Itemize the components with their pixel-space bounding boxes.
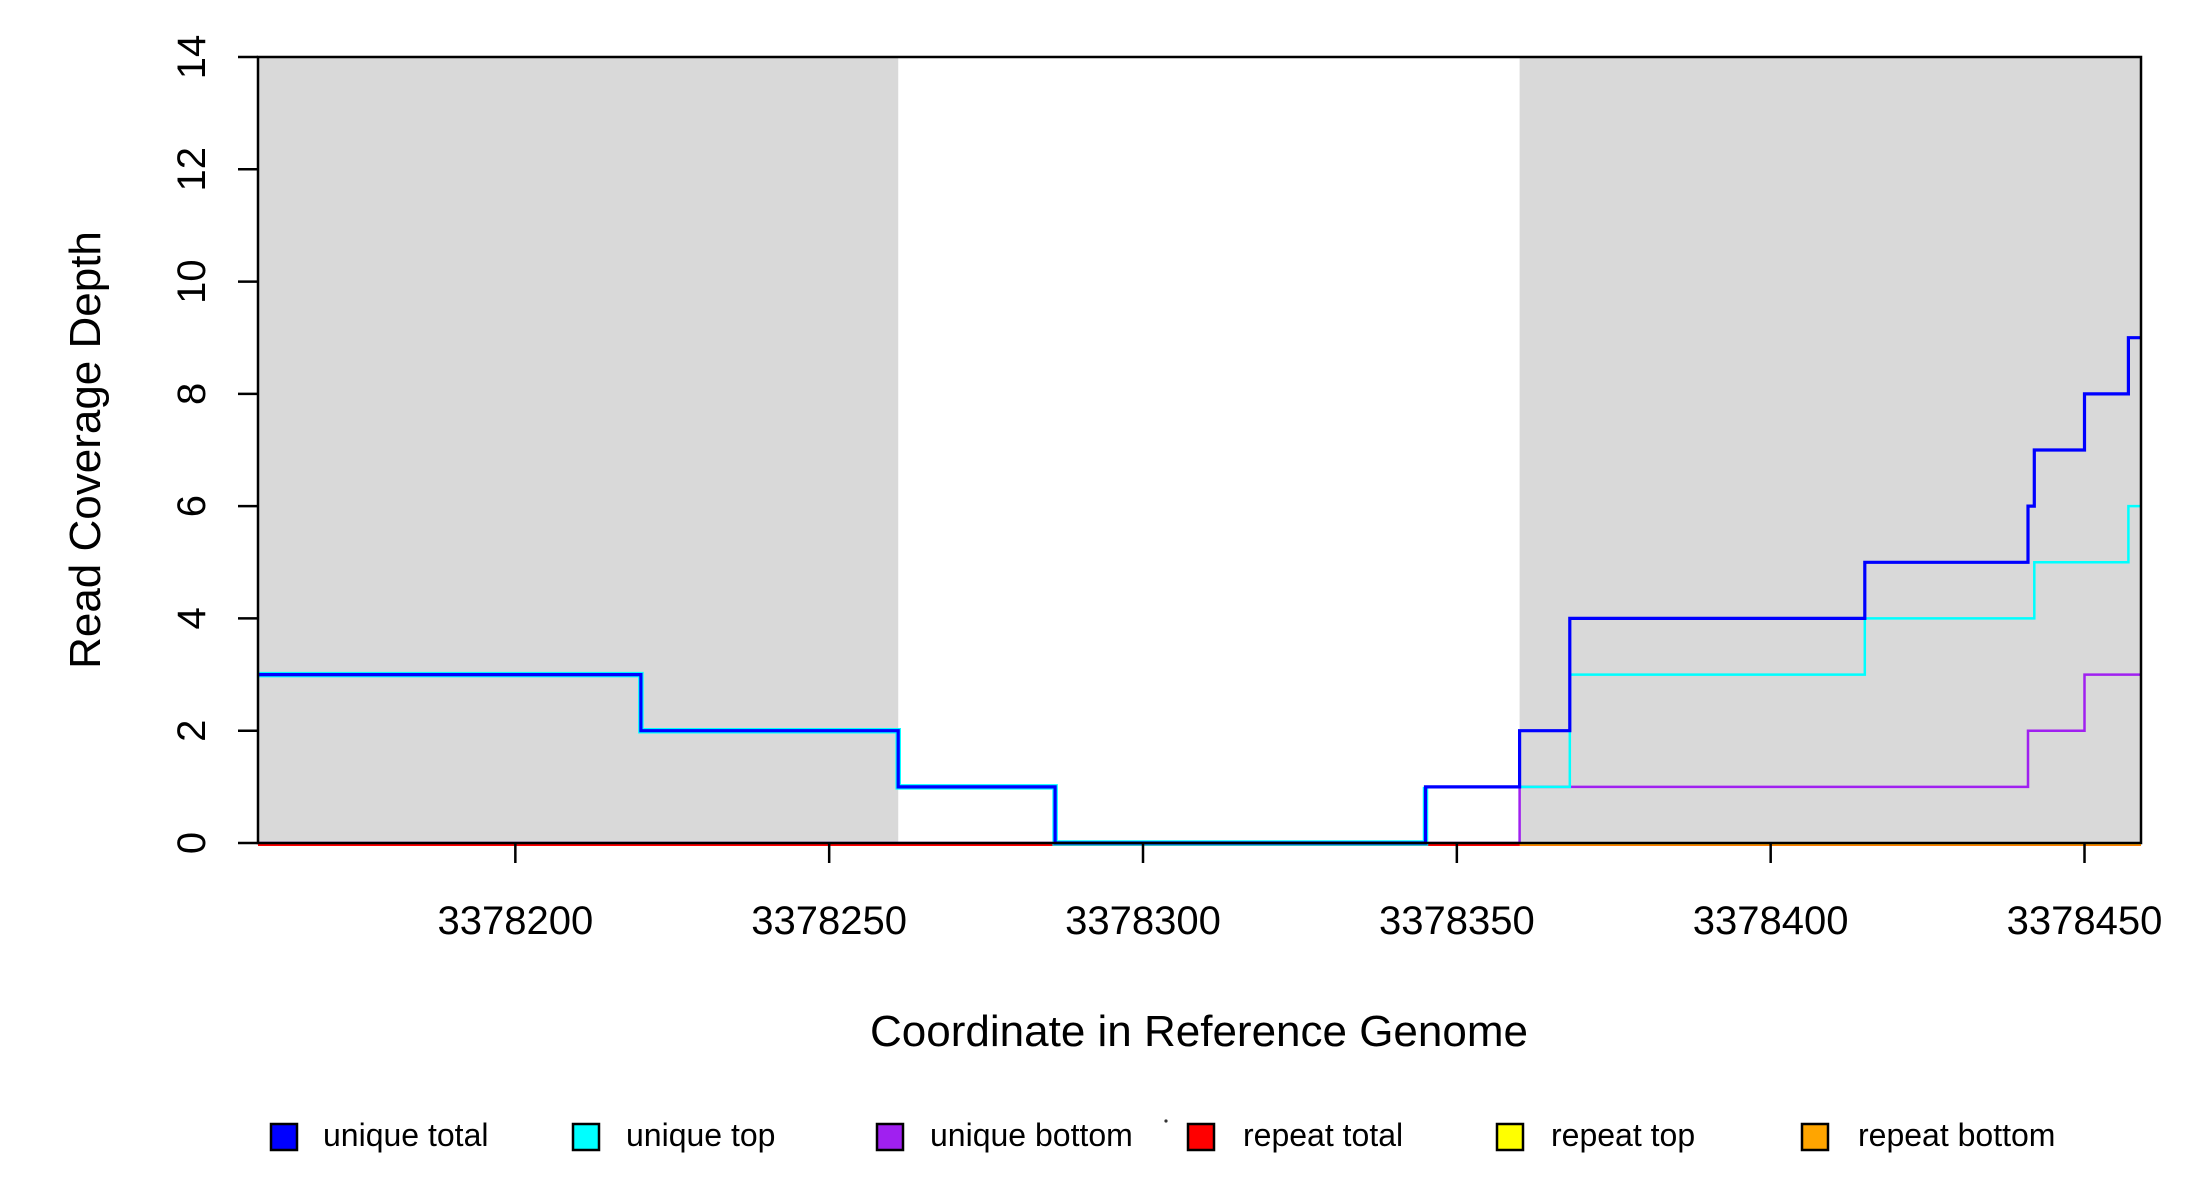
y-axis-title: Read Coverage Depth [61,231,110,669]
legend-item-unique-top: unique top [571,1117,775,1153]
legend-label: repeat bottom [1858,1117,2055,1153]
y-tick-label: 8 [170,383,214,405]
y-tick-label: 0 [170,832,214,854]
legend-label: unique total [323,1117,488,1153]
y-tick-label: 2 [170,720,214,742]
legend-swatch-unique-bottom [875,1122,905,1152]
legend-swatch-unique-top [571,1122,601,1152]
y-tick-label: 10 [170,259,214,304]
plot-border [256,55,2143,845]
legend-item-unique-total: unique total [269,1117,488,1153]
legend-swatch-repeat-bottom [1800,1122,1830,1152]
x-tick-label: 3378450 [2007,899,2163,943]
legend-swatch-repeat-top [1495,1122,1525,1152]
y-tick-label: 14 [170,35,214,80]
legend-label: unique bottom [930,1117,1133,1153]
y-axis: 0 2 4 6 8 10 12 14 [170,35,258,854]
legend-swatch-unique-total [269,1122,299,1152]
legend-label: repeat top [1551,1117,1695,1153]
x-axis: 3378200 3378250 3378300 3378350 3378400 33784… [437,843,2162,943]
y-tick-label: 6 [170,495,214,517]
x-tick-label: 3378250 [751,899,907,943]
legend-item-repeat-bottom: repeat bottom [1800,1117,2055,1153]
stray-dot-mark [1164,1119,1168,1123]
x-tick-label: 3378400 [1693,899,1849,943]
y-tick-label: 4 [170,607,214,629]
x-tick-label: 3378300 [1065,899,1221,943]
x-axis-title: Coordinate in Reference Genome [870,1007,1528,1056]
shaded-region-left [258,57,899,843]
legend-label: repeat total [1243,1117,1403,1153]
series-line-unique-bottom [258,673,2141,845]
x-tick-label: 3378350 [1379,899,1535,943]
legend-swatch-repeat-total [1186,1122,1216,1152]
series-line-unique-total [258,336,2141,845]
legend-label: unique top [626,1117,775,1153]
legend-item-unique-bottom: unique bottom [875,1117,1133,1153]
legend: unique total unique top unique bottom repea… [269,1117,2055,1153]
series-lines [258,336,2141,846]
y-tick-label: 12 [170,147,214,192]
legend-item-repeat-total: repeat total [1186,1117,1403,1153]
legend-item-repeat-top: repeat top [1495,1117,1695,1153]
shaded-repeat-regions [258,57,2141,843]
x-tick-label: 3378200 [437,899,593,943]
